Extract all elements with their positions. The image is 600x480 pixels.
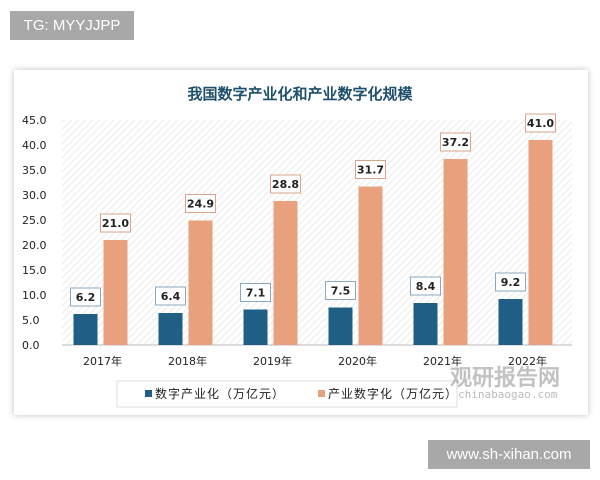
bar-industrial-digitalization [443, 159, 468, 345]
data-label: 37.2 [442, 136, 469, 149]
data-label-box [355, 160, 386, 179]
bar-digital-industrialization [73, 314, 98, 345]
data-label: 41.0 [527, 117, 554, 130]
y-tick-label: 30.0 [22, 189, 47, 202]
logo-url-watermark: chinabaogao.com [458, 388, 558, 401]
legend-swatch [318, 390, 325, 397]
data-label: 24.9 [187, 198, 214, 211]
data-label: 9.2 [501, 276, 521, 289]
bar-digital-industrialization [243, 309, 268, 345]
data-label-box [70, 287, 101, 307]
y-tick-label: 25.0 [22, 214, 47, 227]
x-tick-label: 2019年 [253, 354, 292, 368]
y-tick-label: 20.0 [22, 239, 47, 252]
chart-title: 我国数字产业化和产业数字化规模 [187, 85, 413, 103]
data-label: 8.4 [416, 280, 436, 293]
x-tick-label: 2022年 [508, 354, 547, 368]
legend-label: 产业数字化（万亿元） [328, 386, 458, 401]
legend-swatch [145, 390, 152, 397]
x-tick-label: 2017年 [83, 354, 122, 368]
bar-industrial-digitalization [528, 140, 553, 345]
bar-industrial-digitalization [273, 201, 298, 345]
data-label-box [240, 283, 271, 302]
legend [116, 380, 458, 408]
data-label-box [525, 113, 556, 133]
data-label-box [440, 132, 471, 152]
y-tick-label: 45.0 [22, 114, 47, 127]
bar-digital-industrialization [413, 303, 438, 345]
data-label: 28.8 [272, 178, 299, 191]
y-tick-label: 0.0 [22, 339, 40, 352]
y-tick-label: 40.0 [22, 139, 47, 152]
y-tick-label: 15.0 [22, 264, 47, 277]
data-label-box [325, 281, 356, 300]
watermark-tag: TG: MYYJJPP [10, 11, 134, 40]
x-tick-label: 2021年 [423, 354, 462, 368]
y-tick-label: 5.0 [22, 314, 40, 327]
data-label: 21.0 [102, 217, 129, 230]
data-label: 7.1 [246, 287, 266, 300]
bar-digital-industrialization [498, 299, 523, 345]
logo-watermark: 观研报告网 [450, 366, 561, 391]
data-label-box [410, 276, 441, 296]
data-label-box [495, 272, 526, 292]
bar-digital-industrialization [328, 307, 353, 345]
watermark-url: www.sh-xihan.com [428, 440, 590, 469]
data-label-box [185, 194, 216, 213]
bar-industrial-digitalization [358, 186, 383, 345]
bar-industrial-digitalization [188, 220, 213, 345]
data-label: 31.7 [357, 164, 384, 177]
x-tick-label: 2018年 [168, 354, 207, 368]
plot-background [62, 120, 572, 345]
x-tick-label: 2020年 [338, 354, 377, 368]
data-label-box [270, 174, 301, 194]
y-tick-label: 10.0 [22, 289, 47, 302]
data-label: 6.4 [161, 290, 181, 303]
bar-industrial-digitalization [103, 240, 128, 345]
y-tick-label: 35.0 [22, 164, 47, 177]
data-label-box [155, 286, 186, 306]
data-label: 7.5 [331, 285, 351, 298]
data-label-box [100, 213, 131, 233]
data-label: 6.2 [76, 291, 96, 304]
legend-label: 数字产业化（万亿元） [155, 386, 285, 401]
bar-digital-industrialization [158, 313, 183, 345]
